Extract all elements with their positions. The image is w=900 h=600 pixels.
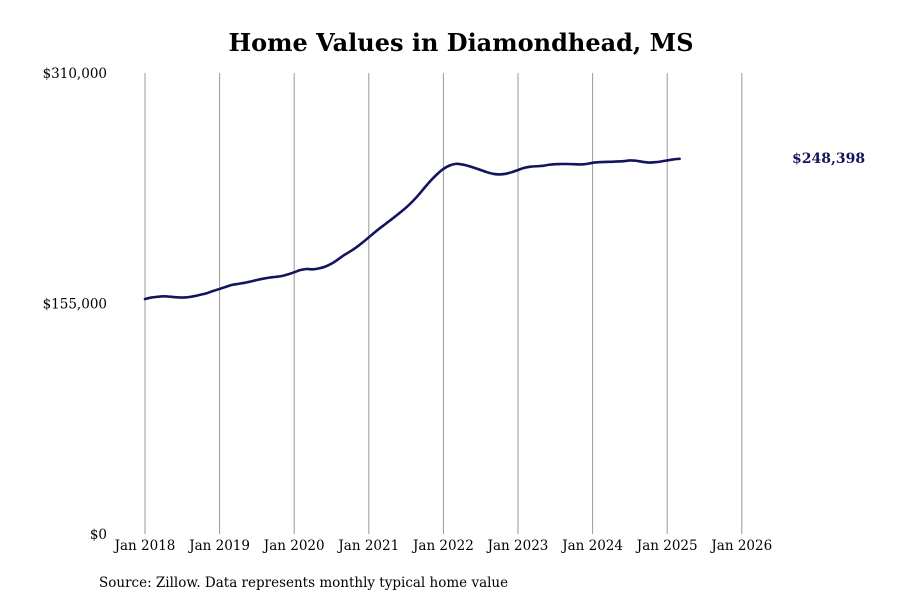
source-note: Source: Zillow. Data represents monthly … (99, 575, 508, 591)
x-tick-label: Jan 2023 (486, 538, 549, 554)
x-tick-label: Jan 2019 (187, 538, 250, 554)
x-tick-label: Jan 2022 (411, 538, 474, 554)
x-tick-label: Jan 2021 (336, 538, 399, 554)
home-value-series-line (143, 157, 681, 301)
y-tick-label: $155,000 (43, 297, 107, 313)
x-tick-label: Jan 2020 (262, 538, 325, 554)
x-tick-label: Jan 2018 (113, 538, 176, 554)
y-tick-label: $310,000 (43, 66, 107, 82)
x-tick-label: Jan 2026 (709, 538, 772, 554)
y-axis-tick-labels: $0 $155,000 $310,000 (43, 66, 107, 543)
vertical-gridlines (144, 73, 743, 534)
chart-title: Home Values in Diamondhead, MS (228, 28, 693, 57)
last-value-label: $248,398 (792, 151, 865, 167)
x-tick-label: Jan 2024 (560, 538, 623, 554)
x-tick-label: Jan 2025 (635, 538, 698, 554)
y-tick-label: $0 (90, 527, 107, 543)
x-axis-tick-labels: Jan 2018 Jan 2019 Jan 2020 Jan 2021 Jan 2022… (113, 538, 773, 554)
